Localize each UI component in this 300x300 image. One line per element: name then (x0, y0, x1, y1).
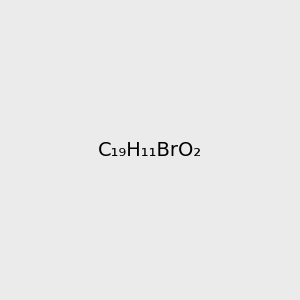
Text: C₁₉H₁₁BrO₂: C₁₉H₁₁BrO₂ (98, 140, 202, 160)
